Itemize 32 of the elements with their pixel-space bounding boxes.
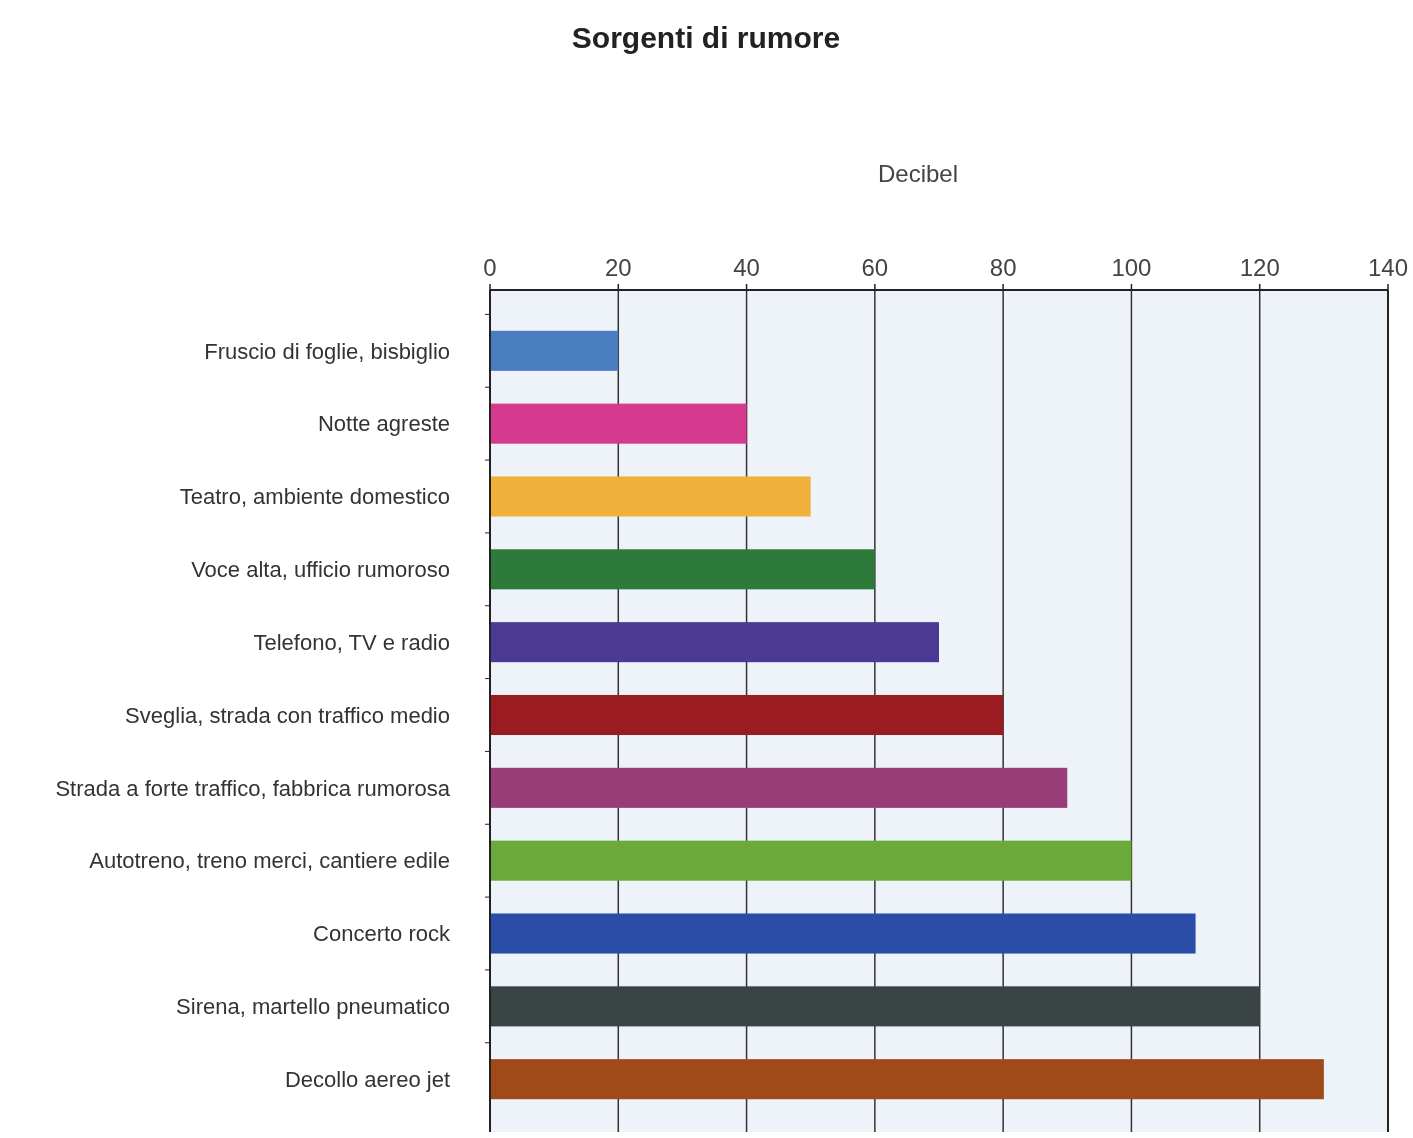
x-tick-label: 40 [733,254,760,281]
bar [490,403,747,444]
y-tick-label: Fruscio di foglie, bisbiglio [204,338,450,364]
y-tick-label: Teatro, ambiente domestico [179,484,450,510]
bar [490,986,1260,1027]
y-tick-label: Voce alta, ufficio rumoroso [191,557,450,583]
bar [490,1059,1324,1100]
y-tick-label: Strada a forte traffico, fabbrica rumorosa [55,775,451,801]
x-tick-label: 140 [1367,254,1409,281]
bar [490,476,811,517]
chart-title: Sorgenti di rumore [571,21,841,54]
bar [490,694,1004,736]
y-tick-label: Sirena, martello pneumatico [176,994,450,1020]
y-tick-label: Concerto rock [313,921,451,947]
x-axis-title: Decibel [877,160,959,187]
y-tick-label: Sveglia, strada con traffico medio [125,702,450,728]
x-tick-label: 80 [989,254,1017,281]
x-tick-label: 120 [1239,254,1280,281]
y-tick-label: Decollo aereo jet [284,1066,450,1092]
bar [490,767,1068,808]
bar [490,913,1196,954]
bar [490,840,1132,881]
x-tick-label: 100 [1111,254,1152,281]
x-tick-label: 0 [483,254,497,281]
y-tick-label: Notte agreste [317,411,450,437]
x-tick-label: 20 [604,254,632,281]
bar [490,330,619,371]
y-tick-label: Autotreno, treno merci, cantiere edile [89,848,450,874]
bar [490,549,875,590]
bar [490,622,939,663]
y-tick-label: Telefono, TV e radio [253,629,450,655]
x-tick-label: 60 [861,254,889,281]
